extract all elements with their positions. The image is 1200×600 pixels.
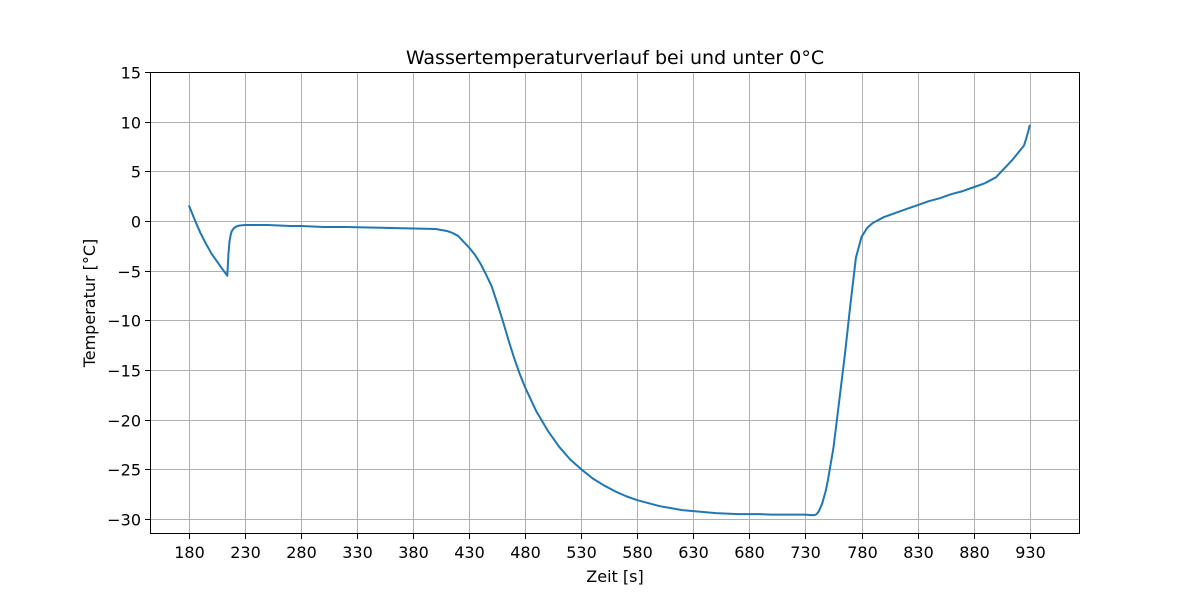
plot-frame [150,72,1080,534]
y-tick-label: 10 [121,114,141,133]
y-tick-label: −30 [107,511,141,530]
x-tick-label: 630 [678,543,709,562]
x-tick-label: 930 [1015,543,1046,562]
series-layer [188,124,1031,517]
x-tick-label: 480 [510,543,541,562]
chart-title: Wassertemperaturverlauf bei und unter 0°… [406,47,824,69]
y-tick-label: −25 [107,461,141,480]
x-tick-label: 280 [286,543,317,562]
y-axis-label: Temperatur [°C] [80,239,99,369]
y-tick-label: 0 [131,213,141,232]
x-axis-ticks: 180 230 280 330 380 430 480 530 580 630 680 730 780 8… [174,534,1046,562]
x-tick-label: 230 [230,543,261,562]
temperature-series-line [188,124,1031,517]
x-tick-label: 530 [566,543,597,562]
y-tick-label: 5 [131,163,141,182]
y-tick-label: −20 [107,412,141,431]
y-tick-label: −15 [107,362,141,381]
x-axis-label: Zeit [s] [586,567,643,586]
x-tick-label: 830 [903,543,934,562]
x-tick-label: 730 [790,543,821,562]
x-tick-label: 880 [959,543,990,562]
y-axis-ticks: 15 10 5 0 −5 −10 −15 −20 −25 −30 [107,64,150,530]
y-tick-label: −5 [117,263,141,282]
y-tick-label: −10 [107,312,141,331]
x-tick-label: 380 [398,543,429,562]
x-tick-label: 430 [454,543,485,562]
y-tick-label: 15 [121,64,141,83]
x-tick-label: 330 [342,543,373,562]
x-tick-label: 580 [622,543,653,562]
grid [150,72,1080,534]
x-tick-label: 780 [847,543,878,562]
x-tick-label: 180 [174,543,205,562]
x-tick-label: 680 [734,543,765,562]
